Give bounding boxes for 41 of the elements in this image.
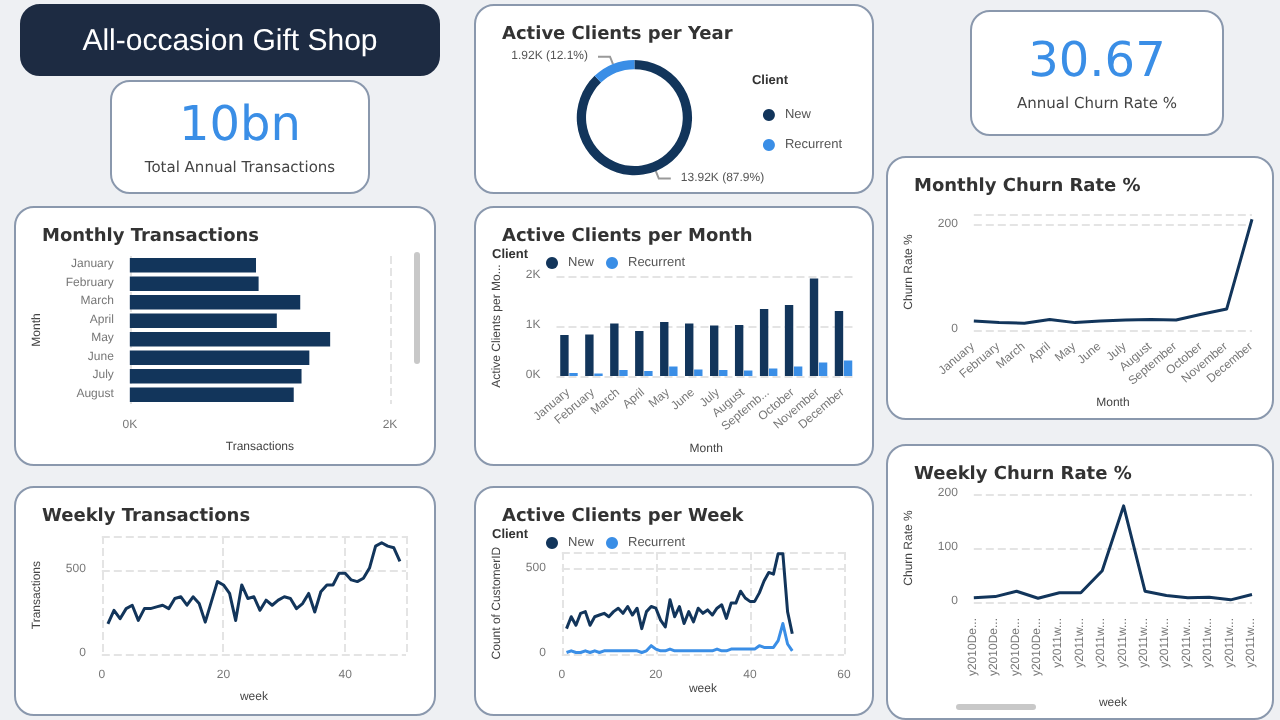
chart-title: Monthly Churn Rate % — [914, 177, 1141, 197]
bar — [560, 335, 569, 376]
bar — [669, 366, 678, 376]
chart-title: Monthly Transactions — [42, 227, 260, 247]
bar — [709, 325, 719, 376]
chart-title: Active Clients per Year — [502, 25, 734, 45]
bar — [129, 332, 331, 347]
bar — [129, 295, 301, 310]
bar — [129, 258, 257, 273]
bar — [834, 311, 844, 376]
line-series — [972, 217, 1254, 325]
bar — [129, 276, 259, 291]
data-label: 30.67 — [1028, 32, 1166, 89]
bar — [719, 370, 728, 376]
bar — [843, 360, 853, 376]
bar — [818, 362, 828, 376]
chart-title: Weekly Churn Rate % — [914, 465, 1132, 485]
bar — [734, 325, 744, 376]
line-series — [972, 504, 1254, 602]
bar — [129, 387, 294, 402]
bar — [585, 334, 594, 376]
bar — [129, 369, 302, 384]
bar — [660, 322, 669, 376]
text: All-occasion Gift Shop — [20, 4, 440, 76]
bar — [635, 331, 644, 376]
line-series — [106, 541, 402, 626]
bar — [685, 323, 694, 376]
bar — [809, 278, 819, 376]
bar — [793, 366, 803, 376]
bar — [610, 323, 619, 376]
chart-title: Active Clients per Week — [502, 507, 746, 527]
line-series — [565, 552, 794, 636]
bar — [784, 305, 794, 376]
bar — [129, 313, 277, 328]
chart-title: Active Clients per Month — [502, 227, 753, 247]
bar — [759, 309, 769, 376]
bar — [129, 350, 310, 365]
bar — [619, 370, 628, 376]
chart-title: Weekly Transactions — [42, 507, 251, 527]
data-label: 10bn — [179, 96, 301, 153]
line-series — [565, 622, 794, 654]
